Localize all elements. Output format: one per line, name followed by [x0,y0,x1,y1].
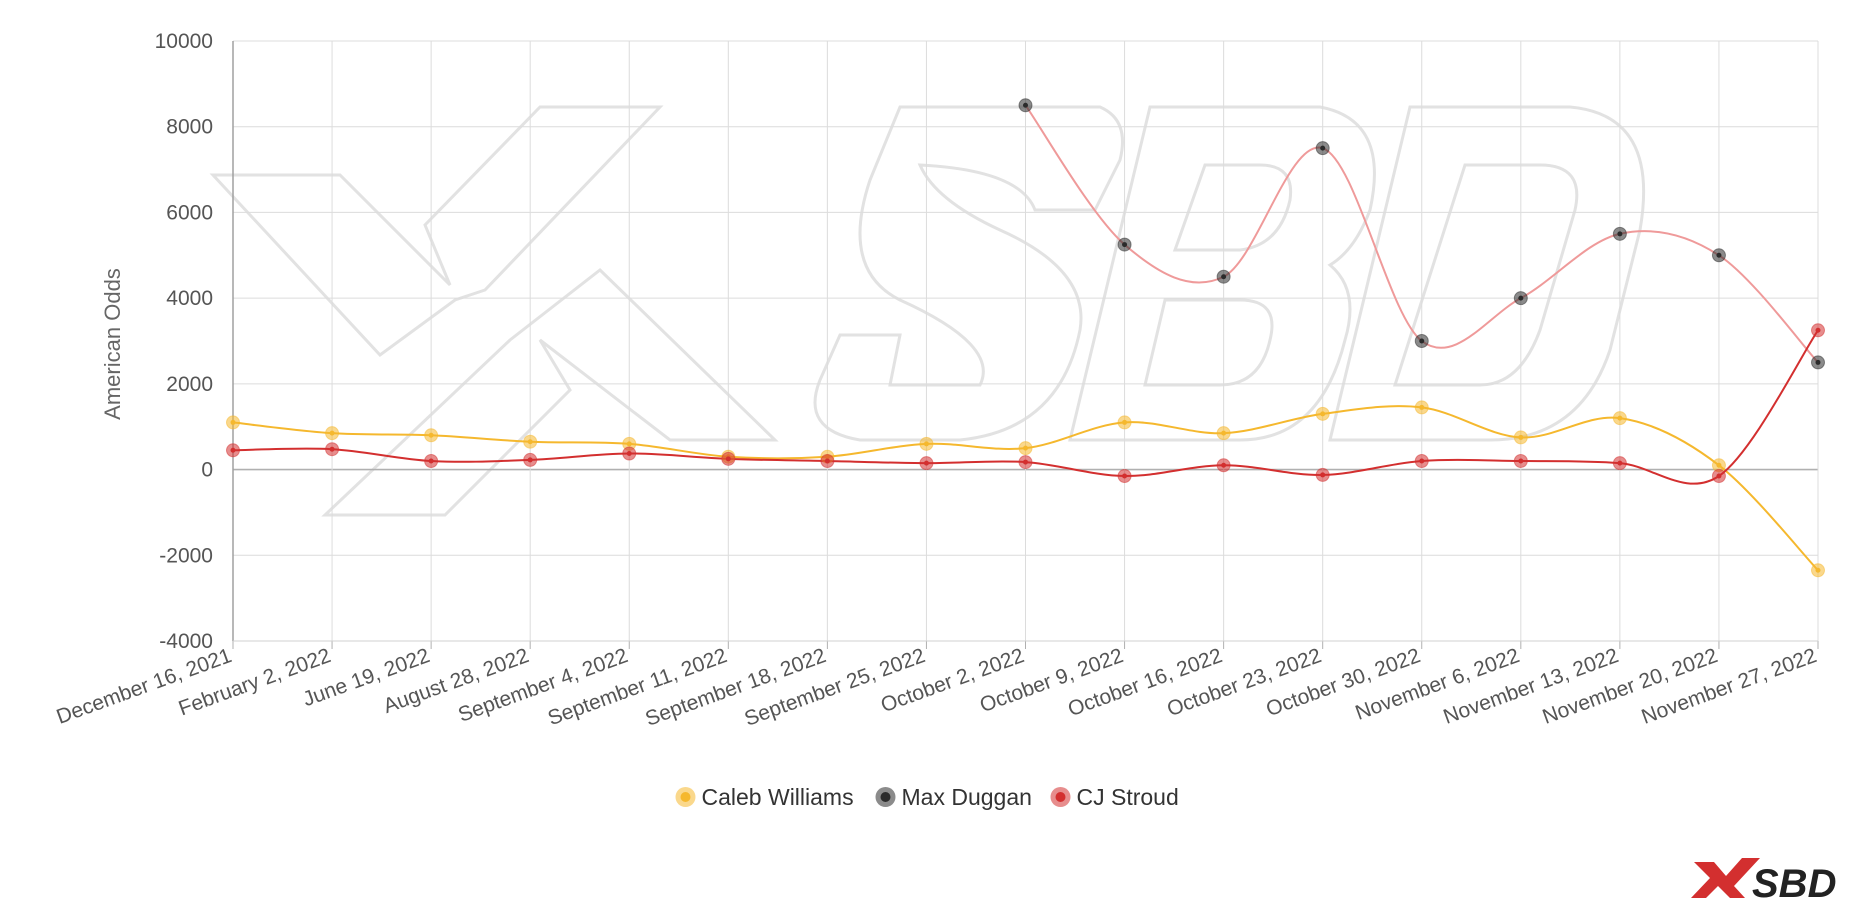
caleb-williams-point-center [527,439,533,445]
max-duggan-point-center [1617,231,1623,237]
cj-stroud-point-center [1023,459,1028,465]
max-duggan-point-center [1518,295,1524,301]
caleb-williams-point-center [1122,419,1128,425]
caleb-williams-point-center [923,441,929,447]
caleb-williams-point-center [1320,411,1326,417]
legend-marker-center [1055,792,1066,802]
cj-stroud-line [232,329,1819,485]
y-axis-label: American Odds [100,268,125,420]
max-duggan-line [1024,104,1819,364]
caleb-williams-point-center [1221,430,1227,436]
caleb-williams-point-center [1716,462,1722,468]
max-duggan-point-center [1221,274,1227,280]
cj-stroud-point-center [1122,473,1128,479]
sbd-logo: SBD [1691,858,1836,906]
caleb-williams-point-center [1419,404,1425,410]
max-duggan-point-center [1716,252,1722,258]
caleb-williams-point-center [626,441,632,447]
y-tick-label: 0 [201,459,213,482]
axes [232,41,1819,649]
x-tick-label: November 27, 2022 [1639,644,1820,729]
max-duggan-point-center [1815,359,1821,365]
legend[interactable]: Caleb Williams Max Duggan CJ Stroud [675,784,1179,810]
cj-stroud-point-center [1419,458,1425,464]
caleb-williams-point-center [230,419,236,425]
cj-stroud-point-center [230,447,236,453]
cj-stroud-point-center [1320,472,1326,478]
legend-marker-center [680,792,691,802]
cj-stroud-point-center [1221,462,1227,468]
cj-stroud-point-center [725,456,731,462]
y-tick-label: 10000 [155,30,213,53]
legend-label: Caleb Williams [702,784,854,810]
caleb-williams-point-center [1815,567,1821,573]
x-tick-label: November 6, 2022 [1352,644,1522,725]
cj-stroud-point-center [626,451,632,456]
max-duggan-point-center [1419,338,1425,344]
caleb-williams-line [232,405,1819,571]
y-tick-label: 6000 [166,201,213,224]
cj-stroud-point-center [1518,458,1524,464]
cj-stroud-point-center [428,458,434,464]
cj-stroud-point-center [1815,327,1821,333]
legend-item-max-duggan[interactable]: Max Duggan [875,784,1032,810]
max-duggan-point-center [1023,102,1028,108]
cj-stroud-point-center [824,458,830,464]
series-lines [232,104,1819,571]
logo-x-mark [1691,858,1760,898]
grid-lines [232,40,1819,642]
y-tick-label: 2000 [166,373,213,396]
y-tick-label: 4000 [166,287,213,310]
max-duggan-point-center [1122,242,1128,248]
legend-label: Max Duggan [902,784,1032,810]
caleb-williams-point-center [428,432,434,438]
cj-stroud-point-center [527,457,533,463]
cj-stroud-point-center [1716,473,1722,479]
series-points [226,98,1825,578]
caleb-williams-point-center [1518,434,1524,440]
max-duggan-point-center [1320,145,1326,151]
sbd-watermark [209,105,1646,517]
legend-item-caleb-williams[interactable]: Caleb Williams [675,784,854,810]
logo-text: SBD [1752,862,1836,906]
caleb-williams-point-center [329,430,335,436]
y-tick-labels: 10000 8000 6000 4000 2000 0 -2000 -4000 [155,30,213,653]
caleb-williams-point-center [1617,415,1623,421]
cj-stroud-point-center [1617,460,1623,466]
legend-item-cj-stroud[interactable]: CJ Stroud [1050,784,1179,810]
caleb-williams-point-center [1023,445,1028,451]
x-tick-label: September 4, 2022 [455,644,631,727]
y-tick-label: -2000 [159,544,213,567]
legend-marker-center [880,792,891,802]
cj-stroud-point-center [923,460,929,466]
y-tick-label: -4000 [159,630,213,653]
cj-stroud-point-center [329,446,335,452]
legend-label: CJ Stroud [1077,784,1179,810]
y-tick-label: 8000 [166,116,213,139]
